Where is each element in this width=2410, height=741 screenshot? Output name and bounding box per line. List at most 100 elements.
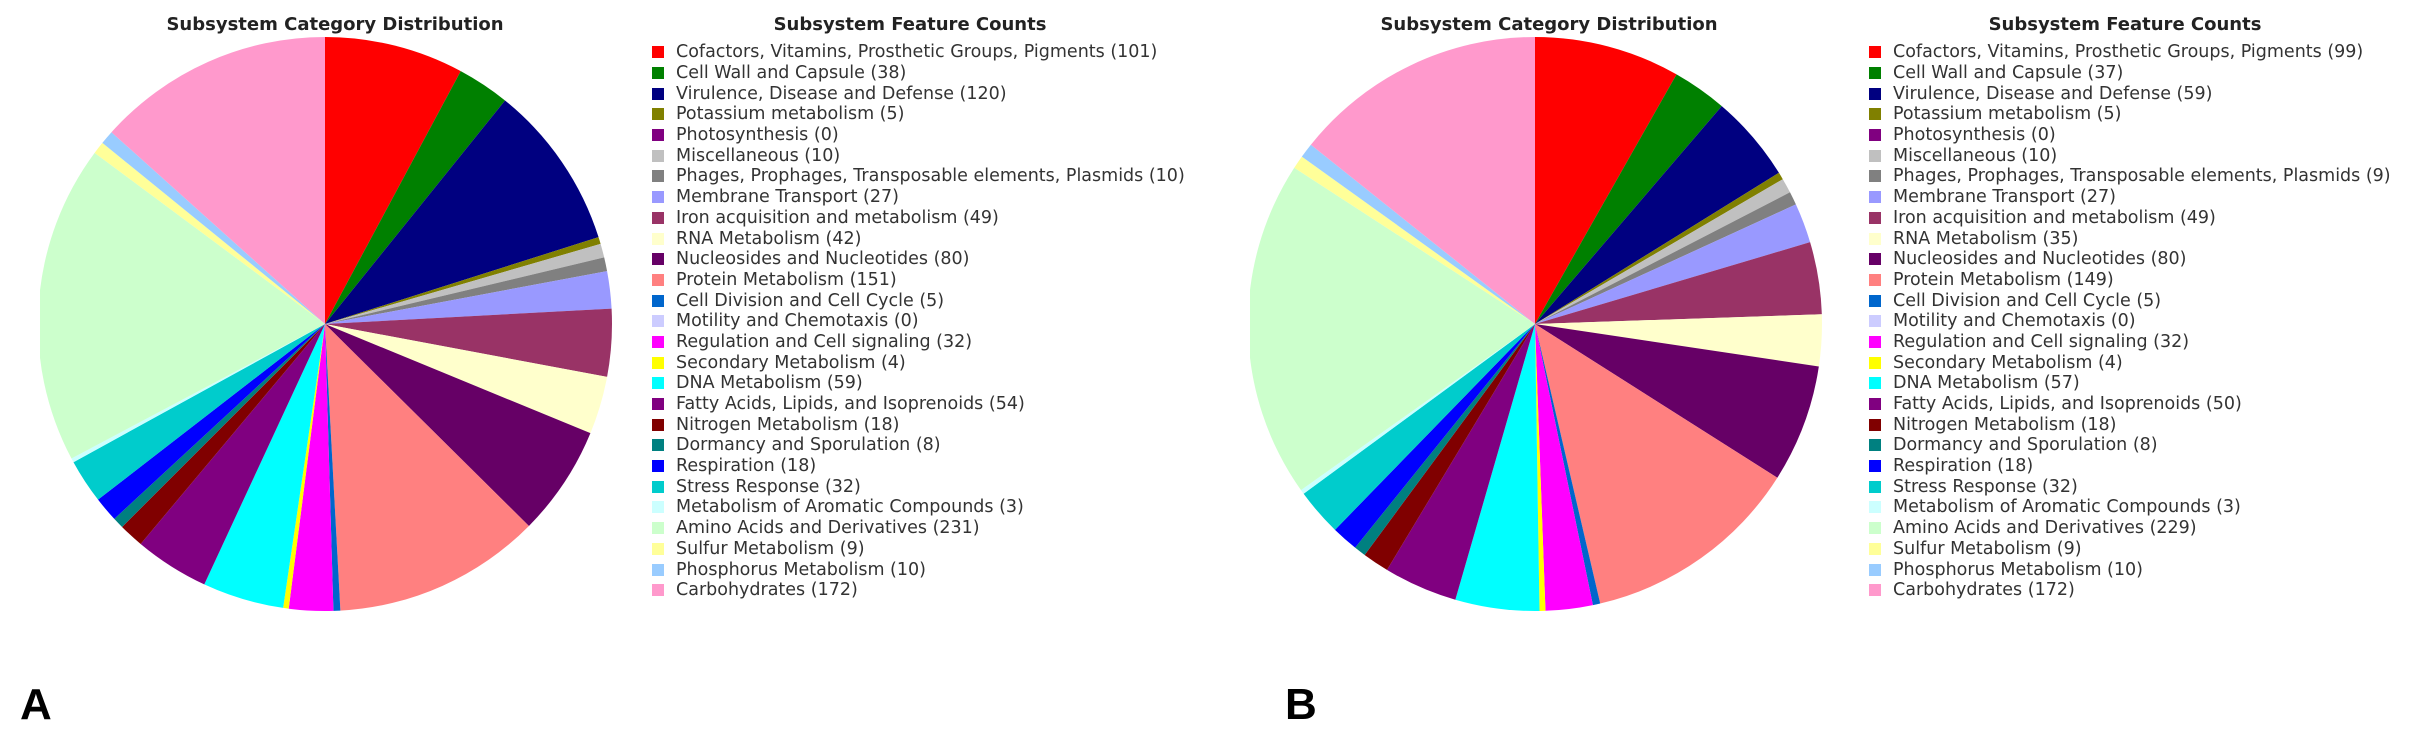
legend-label: Amino Acids and Derivatives (231) bbox=[676, 518, 980, 539]
legend-label: Photosynthesis (0) bbox=[1893, 125, 2056, 146]
legend-swatch bbox=[652, 170, 664, 183]
legend-label: Metabolism of Aromatic Compounds (3) bbox=[1893, 497, 2241, 518]
legend-swatch bbox=[1869, 232, 1881, 245]
legend-item: Metabolism of Aromatic Compounds (3) bbox=[1869, 497, 2391, 518]
legend-label: Nitrogen Metabolism (18) bbox=[1893, 414, 2117, 435]
pie-slice-nitrogen-metabolism bbox=[1364, 324, 1535, 570]
legend-label: Protein Metabolism (151) bbox=[676, 269, 897, 290]
legend-swatch bbox=[1869, 108, 1881, 121]
legend-label: Iron acquisition and metabolism (49) bbox=[1893, 207, 2216, 228]
legend-swatch bbox=[652, 398, 664, 411]
legend-item: Miscellaneous (10) bbox=[652, 145, 1185, 166]
legend-swatch bbox=[1869, 522, 1881, 535]
legend-label: Motility and Chemotaxis (0) bbox=[676, 311, 919, 332]
legend-swatch bbox=[652, 501, 664, 514]
legend-item: Sulfur Metabolism (9) bbox=[1869, 539, 2391, 560]
pie-slice-dormancy-and-sporulation bbox=[1355, 324, 1535, 555]
legend-item: Motility and Chemotaxis (0) bbox=[652, 311, 1185, 332]
pie-slice-virulence-disease-and-defense bbox=[1535, 106, 1779, 324]
legend-item: Dormancy and Sporulation (8) bbox=[652, 435, 1185, 456]
pie-slice-miscellaneous bbox=[325, 243, 605, 324]
legend-swatch bbox=[652, 294, 664, 307]
legend-label: Nucleosides and Nucleotides (80) bbox=[1893, 249, 2187, 270]
legend-swatch bbox=[652, 46, 664, 59]
legend-swatch bbox=[652, 480, 664, 493]
legend-item: Respiration (18) bbox=[1869, 456, 2391, 477]
legend-swatch bbox=[1869, 501, 1881, 514]
legend-label: Virulence, Disease and Defense (120) bbox=[676, 83, 1007, 104]
legend-swatch bbox=[1869, 253, 1881, 266]
legend-label: Phages, Prophages, Transposable elements… bbox=[676, 166, 1185, 187]
legend-swatch bbox=[1869, 398, 1881, 411]
legend-swatch bbox=[1869, 294, 1881, 307]
legend-label: Membrane Transport (27) bbox=[1893, 187, 2116, 208]
legend-swatch bbox=[652, 460, 664, 473]
legend-swatch bbox=[1869, 563, 1881, 576]
legend-swatch bbox=[652, 418, 664, 431]
legend-label: Cell Division and Cell Cycle (5) bbox=[676, 290, 945, 311]
legend-label: Nucleosides and Nucleotides (80) bbox=[676, 249, 970, 270]
legend-label: Fatty Acids, Lipids, and Isoprenoids (54… bbox=[676, 394, 1025, 415]
legend-label: Dormancy and Sporulation (8) bbox=[676, 435, 941, 456]
pie-slice-metabolism-of-aromatic-compounds bbox=[71, 324, 325, 463]
legend-item: Respiration (18) bbox=[652, 456, 1185, 477]
legend-item: RNA Metabolism (35) bbox=[1869, 228, 2391, 249]
pie-slice-phages-prophages-transposable-elements-plasmids bbox=[325, 257, 608, 324]
panel-label: B bbox=[1285, 680, 1317, 729]
legend-swatch bbox=[1869, 418, 1881, 431]
legend-label: Regulation and Cell signaling (32) bbox=[1893, 331, 2190, 352]
legend-label: Potassium metabolism (5) bbox=[1893, 104, 2122, 125]
legend-swatch bbox=[1869, 149, 1881, 162]
panel-a: Subsystem Category Distribution Subsyste… bbox=[20, 14, 1185, 729]
legend-swatch bbox=[1869, 460, 1881, 473]
legend-item: Motility and Chemotaxis (0) bbox=[1869, 311, 2391, 332]
legend-swatch bbox=[1869, 273, 1881, 286]
pie-slice-fatty-acids-lipids-and-isoprenoids bbox=[140, 324, 325, 585]
legend-item: Sulfur Metabolism (9) bbox=[652, 539, 1185, 560]
legend-label: Fatty Acids, Lipids, and Isoprenoids (50… bbox=[1893, 394, 2242, 415]
pie-slice-stress-response bbox=[73, 324, 325, 500]
legend-item: Regulation and Cell signaling (32) bbox=[1869, 332, 2391, 353]
legend-item: Iron acquisition and metabolism (49) bbox=[652, 208, 1185, 229]
legend-label: Stress Response (32) bbox=[676, 476, 861, 497]
legend-title: Subsystem Feature Counts bbox=[1988, 14, 2262, 35]
legend-label: DNA Metabolism (59) bbox=[676, 373, 863, 394]
pie-slice-membrane-transport bbox=[325, 271, 612, 324]
legend-swatch bbox=[1869, 211, 1881, 224]
legend-swatch bbox=[652, 129, 664, 142]
pie-chart bbox=[1250, 36, 1823, 611]
legend-label: Potassium metabolism (5) bbox=[676, 104, 905, 125]
legend-label: Cell Division and Cell Cycle (5) bbox=[1893, 290, 2162, 311]
legend: Cofactors, Vitamins, Prosthetic Groups, … bbox=[1869, 42, 2391, 601]
legend-item: Photosynthesis (0) bbox=[1869, 125, 2391, 146]
legend-label: Secondary Metabolism (4) bbox=[1893, 352, 2123, 373]
pie-slice-phosphorus-metabolism bbox=[102, 132, 325, 324]
legend-swatch bbox=[1869, 170, 1881, 183]
legend-swatch bbox=[652, 211, 664, 224]
legend-item: Fatty Acids, Lipids, and Isoprenoids (54… bbox=[652, 394, 1185, 415]
legend-item: Cell Division and Cell Cycle (5) bbox=[652, 290, 1185, 311]
legend-item: Nucleosides and Nucleotides (80) bbox=[1869, 249, 2391, 270]
legend-swatch bbox=[1869, 67, 1881, 80]
pie-slice-stress-response bbox=[1303, 324, 1535, 530]
pie-slice-membrane-transport bbox=[1535, 204, 1811, 324]
legend-label: Cofactors, Vitamins, Prosthetic Groups, … bbox=[676, 42, 1158, 63]
legend-item: Photosynthesis (0) bbox=[652, 125, 1185, 146]
legend-swatch bbox=[652, 149, 664, 162]
legend-swatch bbox=[652, 191, 664, 204]
legend-swatch bbox=[1869, 377, 1881, 390]
pie-slice-secondary-metabolism bbox=[1535, 324, 1546, 611]
pie-slice-cell-wall-and-capsule bbox=[1535, 74, 1722, 324]
pie-slice-metabolism-of-aromatic-compounds bbox=[1300, 324, 1535, 494]
legend-label: Respiration (18) bbox=[1893, 456, 2034, 477]
legend-label: Regulation and Cell signaling (32) bbox=[676, 331, 973, 352]
legend-swatch bbox=[652, 108, 664, 121]
legend-swatch bbox=[1869, 480, 1881, 493]
legend-swatch bbox=[652, 67, 664, 80]
legend-item: Cofactors, Vitamins, Prosthetic Groups, … bbox=[1869, 42, 2391, 63]
pie-slice-sulfur-metabolism bbox=[1294, 156, 1535, 324]
legend-label: RNA Metabolism (42) bbox=[676, 228, 862, 249]
legend-label: Nitrogen Metabolism (18) bbox=[676, 414, 900, 435]
pie-slice-regulation-and-cell-signaling bbox=[1535, 324, 1593, 611]
pie-slice-protein-metabolism bbox=[325, 324, 529, 611]
